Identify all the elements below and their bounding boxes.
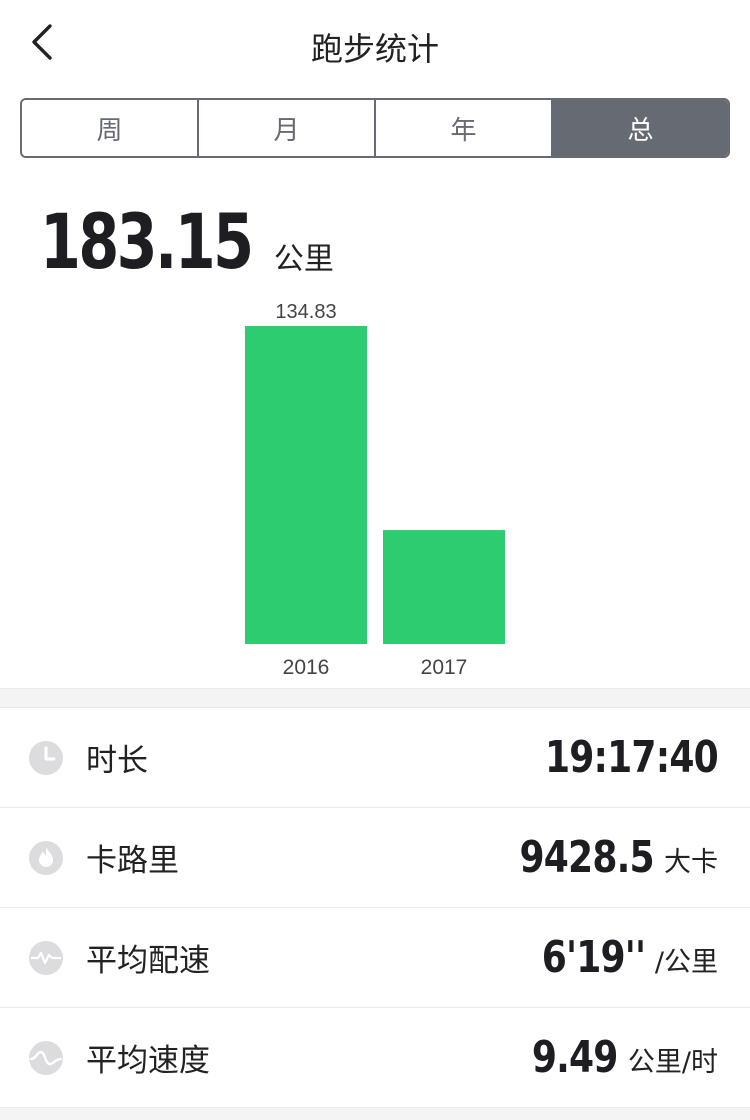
stat-value-group: 19:17:40 — [507, 732, 719, 783]
stat-value-group: 6'19'' /公里 — [519, 932, 718, 983]
stat-unit: 大卡 — [664, 847, 718, 878]
stat-value-group: 9428.5 大卡 — [490, 832, 718, 883]
total-distance: 183.15 公里 — [40, 200, 334, 284]
clock-icon — [28, 740, 64, 776]
bottom-divider — [0, 1108, 750, 1120]
stat-value: 19:17:40 — [545, 732, 719, 783]
stat-row-speed: 平均速度 9.49 公里/时 — [0, 1008, 750, 1108]
speed-icon — [28, 1040, 64, 1076]
x-axis-tick-label: 2016 — [283, 656, 330, 679]
flame-icon — [28, 840, 64, 876]
stat-unit: /公里 — [654, 947, 718, 978]
stat-label: 卡路里 — [86, 843, 179, 879]
chevron-left-icon — [32, 24, 52, 60]
page-title: 跑步统计 — [310, 30, 439, 68]
stat-value: 9.49 — [532, 1032, 619, 1083]
segment-month[interactable]: 月 — [199, 100, 376, 156]
segment-total[interactable]: 总 — [553, 100, 728, 156]
pace-icon — [28, 940, 64, 976]
stat-value: 6'19'' — [541, 932, 645, 983]
stat-value-group: 9.49 公里/时 — [513, 1032, 718, 1083]
stat-label: 平均配速 — [86, 943, 210, 979]
stat-unit: 公里/时 — [627, 1047, 718, 1078]
stat-row-pace: 平均配速 6'19'' /公里 — [0, 908, 750, 1008]
total-distance-value: 183.15 — [40, 197, 254, 286]
period-segmented-control: 周 月 年 总 — [20, 98, 730, 158]
x-axis-tick-label: 2017 — [421, 656, 468, 679]
stat-row-calories: 卡路里 9428.5 大卡 — [0, 808, 750, 908]
stats-list: 时长 19:17:40 卡路里 9428.5 大卡 — [0, 708, 750, 1108]
stat-row-duration: 时长 19:17:40 — [0, 708, 750, 808]
bar-chart: 134.83 2016 2017 — [245, 301, 505, 679]
bar-2017[interactable] — [383, 530, 505, 644]
yearly-distance-chart: 134.83 2016 2017 — [0, 290, 750, 690]
bar-value-label: 134.83 — [275, 301, 336, 323]
back-button[interactable] — [22, 20, 66, 64]
section-divider — [0, 688, 750, 708]
segment-year[interactable]: 年 — [376, 100, 553, 156]
total-distance-unit: 公里 — [273, 242, 334, 277]
stat-label: 平均速度 — [86, 1043, 210, 1079]
stat-label: 时长 — [86, 743, 148, 779]
segment-week[interactable]: 周 — [22, 100, 199, 156]
header: 跑步统计 — [0, 0, 750, 90]
stat-value: 9428.5 — [519, 832, 655, 883]
bar-2016[interactable] — [245, 326, 367, 644]
